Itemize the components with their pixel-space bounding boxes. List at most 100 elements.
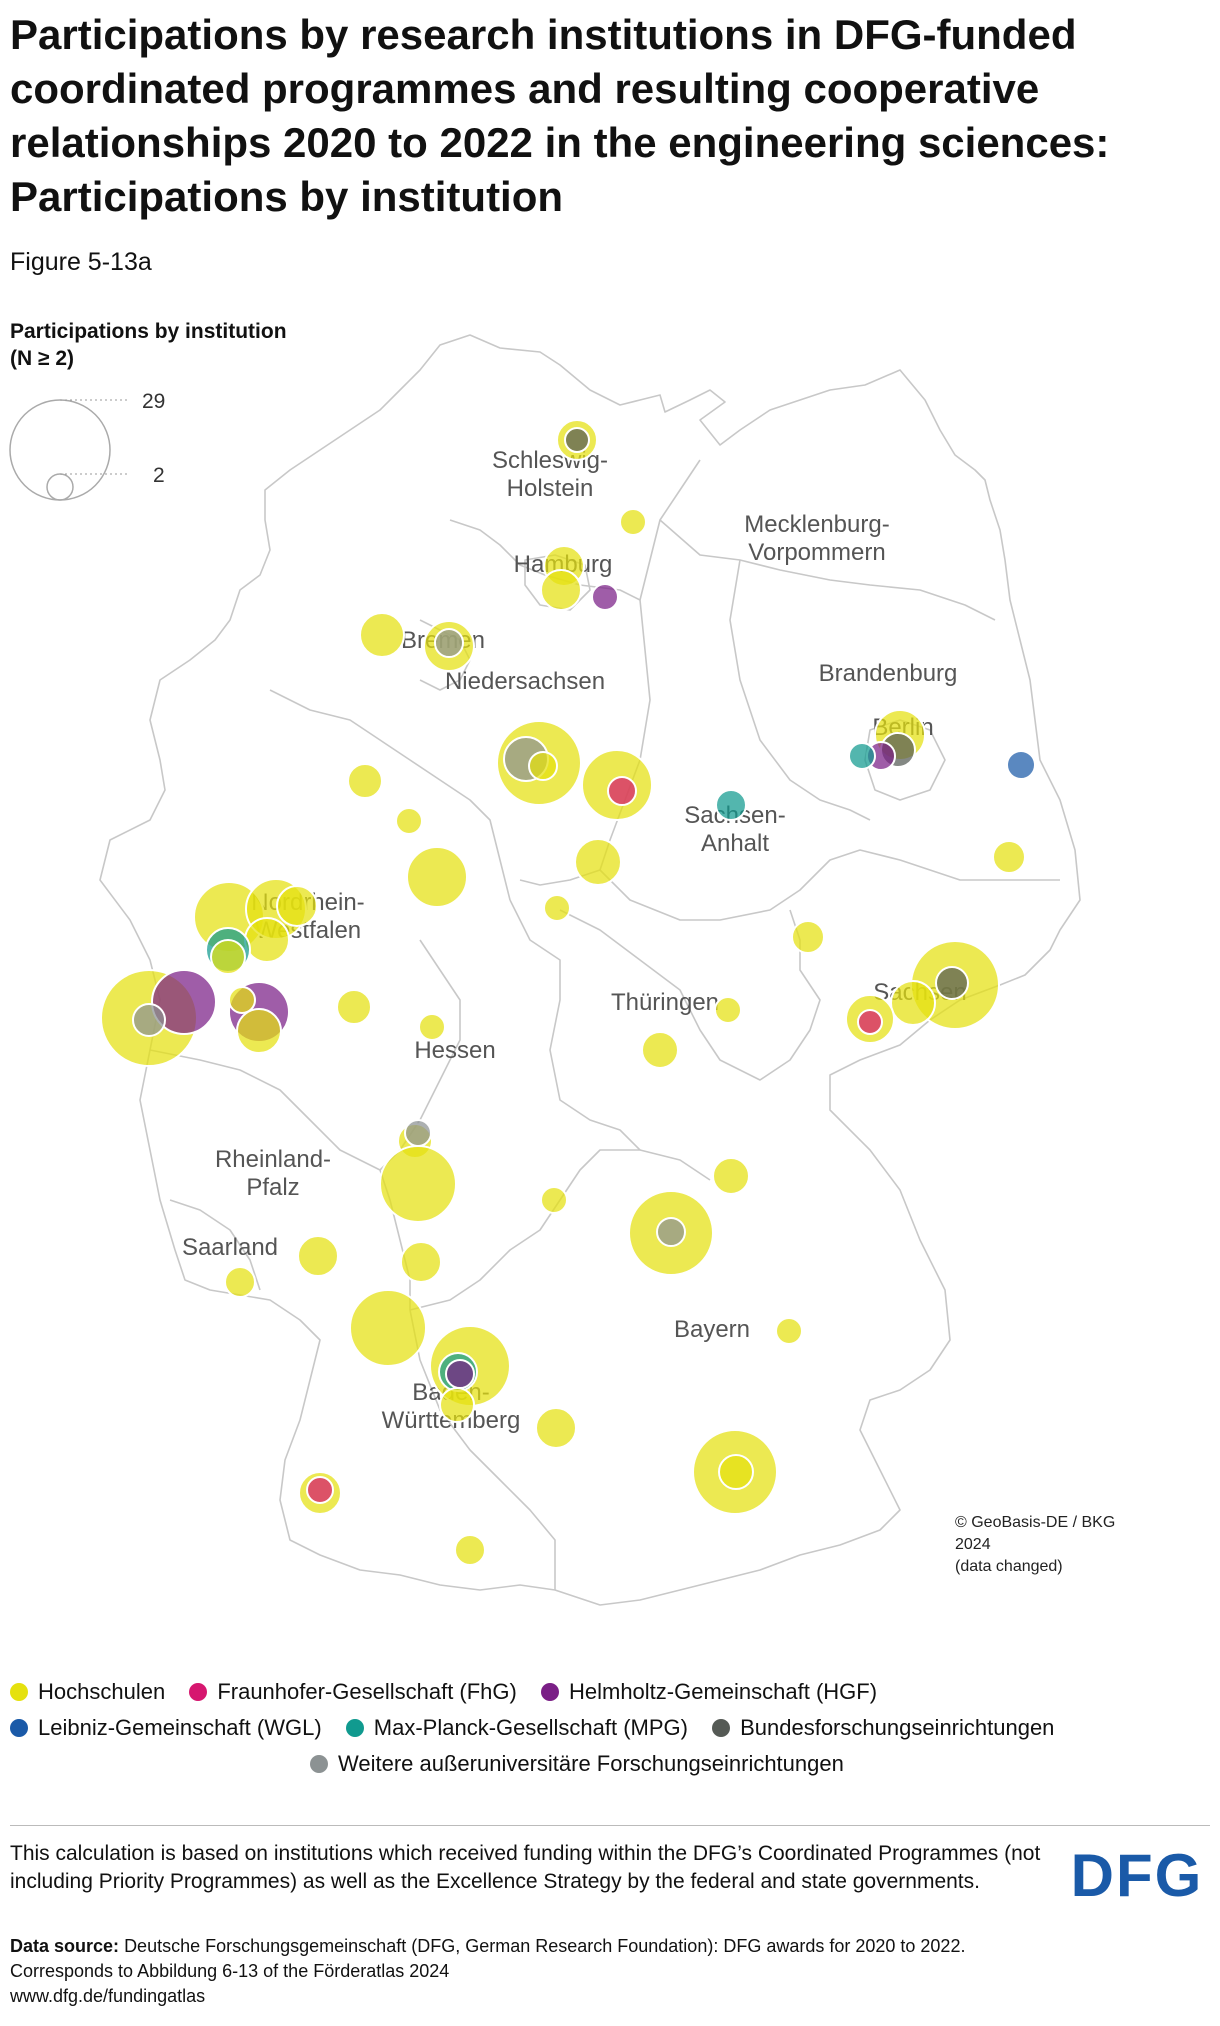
institution-bubble-hochschulen bbox=[543, 894, 571, 922]
size-legend-title: Participations by institution (N ≥ 2) bbox=[10, 318, 287, 372]
size-legend-title-line2: (N ≥ 2) bbox=[10, 347, 75, 370]
state-label: Hessen bbox=[414, 1037, 495, 1064]
source-url-link[interactable]: www.dfg.de/fundingatlas bbox=[10, 1986, 206, 2006]
institution-bubble-hochschulen bbox=[347, 763, 383, 799]
institution-bubble-bund bbox=[935, 966, 969, 1000]
map-credit: © GeoBasis-DE / BKG 2024 (data changed) bbox=[955, 1512, 1115, 1578]
institution-bubble-hochschulen bbox=[236, 1008, 282, 1054]
germany-map: Schleswig-HolsteinMecklenburg-Vorpommern… bbox=[99, 334, 1081, 1606]
institution-bubble-fhg bbox=[607, 776, 637, 806]
color-legend: Hochschulen Fraunhofer-Gesellschaft (FhG… bbox=[10, 1674, 1215, 1782]
legend-item-hgf: Helmholtz-Gemeinschaft (HGF) bbox=[540, 1674, 877, 1710]
data-source-text: Deutsche Forschungsgemeinschaft (DFG, Ge… bbox=[10, 1936, 966, 1981]
institution-bubble-hochschulen bbox=[775, 1317, 803, 1345]
institution-bubble-hochschulen bbox=[890, 980, 936, 1026]
border-th bbox=[559, 909, 821, 1081]
legend-label: Hochschulen bbox=[38, 1679, 166, 1704]
legend-dot-icon bbox=[712, 1719, 731, 1737]
state-label: Brandenburg bbox=[819, 660, 958, 687]
legend-item-bund: Bundesforschungseinrichtungen bbox=[712, 1710, 1054, 1746]
data-source-label: Data source: bbox=[10, 1936, 120, 1956]
institution-bubble-hochschulen bbox=[718, 1454, 754, 1490]
institution-bubble-hochschulen bbox=[379, 1145, 457, 1223]
dfg-logo: DFG bbox=[1071, 1846, 1204, 1902]
institution-bubble-hochschulen bbox=[244, 917, 290, 963]
institution-bubble-bund bbox=[564, 427, 590, 453]
state-label: Bayern bbox=[674, 1316, 750, 1343]
institution-bubble-hochschulen bbox=[528, 751, 558, 781]
institution-bubble-hochschulen bbox=[406, 846, 468, 908]
dfg-logo-text: DFG bbox=[1071, 1846, 1204, 1902]
institution-bubble-wgl bbox=[1006, 750, 1036, 780]
institution-bubble-fhg bbox=[306, 1476, 334, 1504]
legend-item-hochschulen: Hochschulen bbox=[10, 1674, 165, 1710]
institution-bubble-fhg bbox=[857, 1009, 883, 1035]
border-he-th bbox=[509, 899, 641, 1151]
institution-bubble-hochschulen bbox=[540, 1186, 568, 1214]
institution-bubble-hochschulen bbox=[297, 1235, 339, 1277]
figure-label: Figure 5-13a bbox=[10, 248, 152, 276]
institution-bubble-hochschulen bbox=[210, 939, 246, 975]
legend-label: Max-Planck-Gesellschaft (MPG) bbox=[373, 1715, 688, 1740]
state-label: Saarland bbox=[182, 1234, 278, 1261]
map-credit-line3: (data changed) bbox=[955, 1558, 1063, 1575]
border-bw-south bbox=[409, 1309, 556, 1590]
institution-bubble-hochschulen bbox=[619, 508, 647, 536]
state-label: Rheinland-Pfalz bbox=[215, 1146, 331, 1201]
legend-dot-icon bbox=[310, 1755, 328, 1773]
institution-bubble-hochschulen bbox=[395, 807, 423, 835]
legend-item-wgl: Leibniz-Gemeinschaft (WGL) bbox=[10, 1710, 322, 1746]
institution-bubble-mpg bbox=[715, 789, 747, 821]
institution-bubbles bbox=[100, 419, 1036, 1566]
legend-label: Weitere außeruniversitäre Forschungseinr… bbox=[338, 1751, 844, 1776]
legend-item-fhg: Fraunhofer-Gesellschaft (FhG) bbox=[189, 1674, 517, 1710]
data-source: Data source: Deutsche Forschungsgemeinsc… bbox=[10, 1934, 1070, 2009]
map-credit-line1: © GeoBasis-DE / BKG bbox=[955, 1514, 1116, 1531]
legend-label: Bundesforschungseinrichtungen bbox=[740, 1715, 1055, 1740]
institution-bubble-hochschulen bbox=[359, 612, 405, 658]
institution-bubble-mpg bbox=[848, 742, 876, 770]
state-label: Niedersachsen bbox=[445, 668, 605, 695]
border-saarland bbox=[169, 1199, 261, 1291]
legend-dot-icon bbox=[10, 1719, 28, 1737]
institution-bubble-hochschulen bbox=[276, 885, 318, 927]
size-legend-title-line1: Participations by institution bbox=[10, 320, 287, 343]
legend-dot-icon bbox=[189, 1683, 208, 1701]
border-ni-nrw bbox=[269, 689, 511, 901]
legend-dot-icon bbox=[345, 1719, 364, 1737]
institution-bubble-hgf bbox=[591, 583, 619, 611]
institution-bubble-hochschulen bbox=[454, 1534, 486, 1566]
border-st-sn bbox=[599, 849, 1060, 921]
institution-bubble-hochschulen bbox=[439, 1387, 475, 1423]
institution-bubble-weitere bbox=[434, 628, 464, 658]
institution-bubble-hochschulen bbox=[418, 1013, 446, 1041]
border-mv-bb bbox=[659, 519, 996, 621]
institution-bubble-hochschulen bbox=[535, 1407, 577, 1449]
institution-bubble-weitere bbox=[656, 1217, 686, 1247]
institution-bubble-weitere bbox=[404, 1119, 432, 1147]
institution-bubble-hochschulen bbox=[791, 920, 825, 954]
size-legend-max-label: 29 bbox=[142, 390, 165, 413]
institution-bubble-hochschulen bbox=[712, 1157, 750, 1195]
institution-bubble-hochschulen bbox=[641, 1031, 679, 1069]
institution-bubble-hochschulen bbox=[349, 1289, 427, 1367]
institution-bubble-hgf bbox=[151, 969, 217, 1035]
institution-bubble-weitere bbox=[132, 1003, 166, 1037]
institution-bubble-hochschulen bbox=[336, 989, 372, 1025]
legend-item-mpg: Max-Planck-Gesellschaft (MPG) bbox=[345, 1710, 688, 1746]
size-legend-min-label: 2 bbox=[153, 464, 165, 487]
institution-bubble-hochschulen bbox=[224, 1266, 256, 1298]
state-label: Thüringen bbox=[611, 989, 719, 1016]
border-sh-mv bbox=[639, 459, 701, 601]
institution-bubble-hochschulen bbox=[540, 569, 582, 611]
legend-dot-icon bbox=[10, 1683, 28, 1701]
map-credit-line2: 2024 bbox=[955, 1536, 991, 1553]
institution-bubble-hochschulen bbox=[574, 838, 622, 886]
state-labels: Schleswig-HolsteinMecklenburg-Vorpommern… bbox=[182, 447, 967, 1434]
institution-bubble-hochschulen bbox=[992, 840, 1026, 874]
footer-divider bbox=[10, 1825, 1210, 1826]
legend-item-weitere: Weitere außeruniversitäre Forschungseinr… bbox=[310, 1746, 844, 1782]
legend-label: Leibniz-Gemeinschaft (WGL) bbox=[38, 1715, 322, 1740]
institution-bubble-hochschulen bbox=[400, 1241, 442, 1283]
border-bb-st bbox=[729, 559, 871, 821]
